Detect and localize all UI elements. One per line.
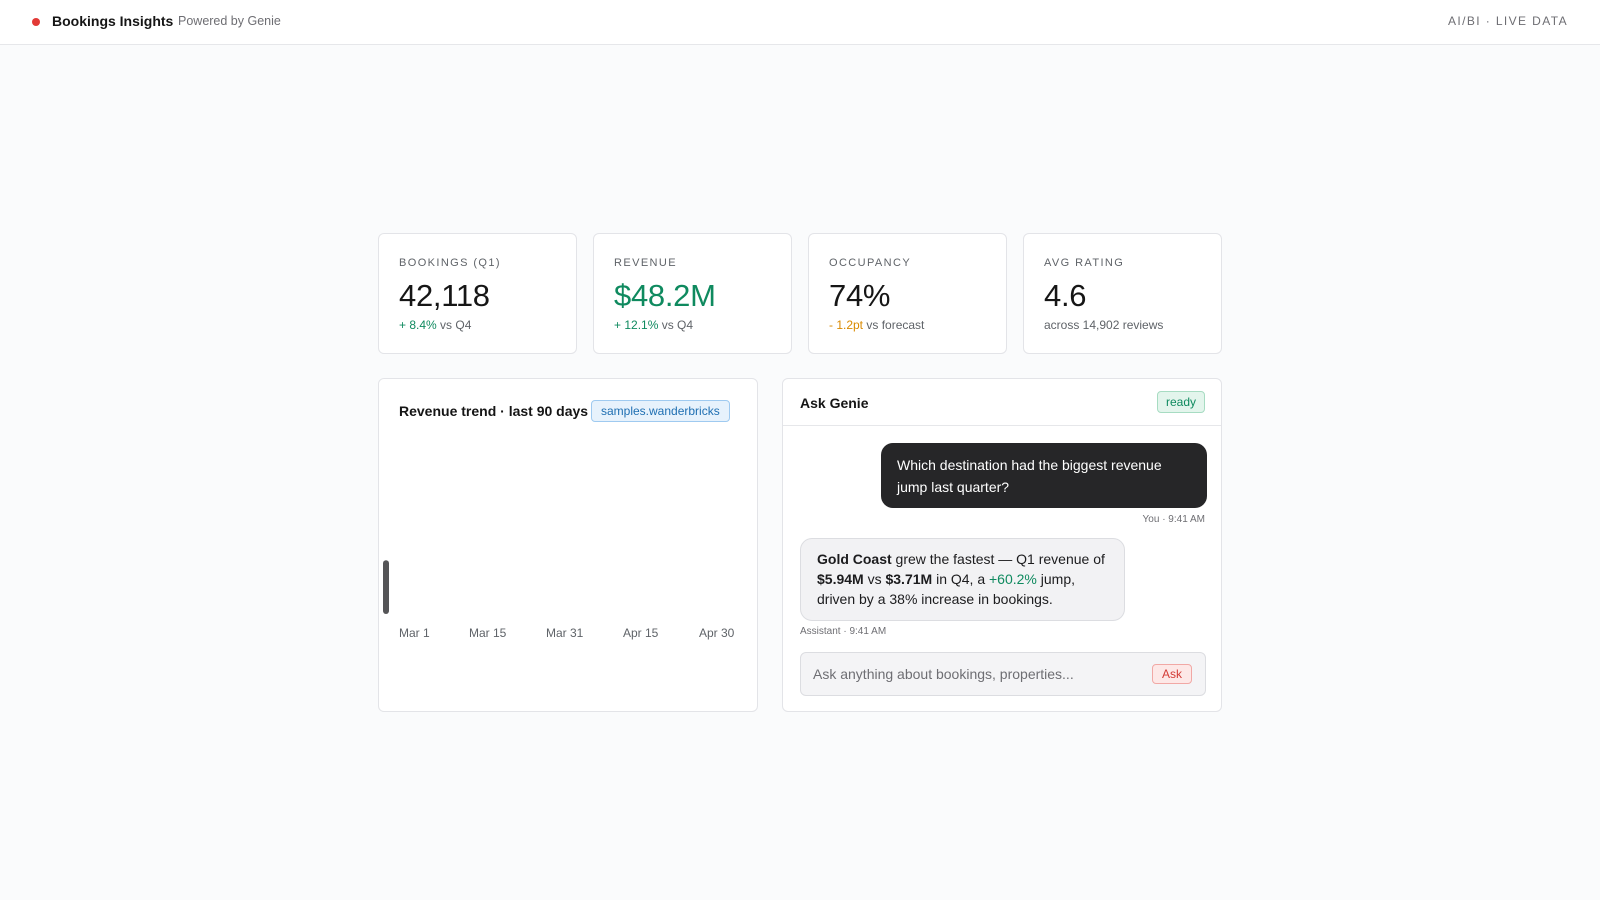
kpi-card-avg-rating: AVG RATING 4.6 across 14,902 reviews: [1023, 233, 1222, 354]
assistant-message-meta: Assistant · 9:41 AM: [800, 626, 887, 637]
kpi-value: $48.2M: [614, 278, 716, 313]
kpi-delta-value: - 1.2pt: [829, 318, 864, 332]
kpi-delta-suffix: vs Q4: [436, 318, 472, 332]
top-bar: Bookings Insights Powered by Genie AI/BI…: [0, 0, 1600, 45]
revenue-trend-panel: Revenue trend · last 90 days samples.wan…: [378, 378, 758, 712]
x-tick-label: Mar 1: [399, 626, 430, 640]
kpi-delta-suffix: vs forecast: [863, 318, 925, 332]
powered-by-label: Powered by Genie: [178, 14, 281, 28]
kpi-delta: + 12.1% vs Q4: [614, 318, 693, 332]
kpi-delta-value: + 12.1%: [614, 318, 659, 332]
kpi-value: 42,118: [399, 278, 490, 313]
kpi-note: across 14,902 reviews: [1044, 318, 1164, 332]
x-tick-label: Apr 15: [623, 626, 659, 640]
x-tick-label: Apr 30: [699, 626, 735, 640]
ask-genie-panel: Ask Genie ready Which destination had th…: [782, 378, 1222, 712]
ask-input[interactable]: [813, 653, 1143, 695]
answer-q4-revenue: $3.71M: [885, 571, 933, 587]
chart-title: Revenue trend · last 90 days: [399, 403, 589, 419]
kpi-card-bookings: BOOKINGS (Q1) 42,118 + 8.4% vs Q4: [378, 233, 577, 354]
kpi-label: BOOKINGS (Q1): [399, 257, 501, 269]
kpi-value: 4.6: [1044, 278, 1087, 313]
ask-button[interactable]: Ask: [1151, 664, 1192, 684]
ask-input-box: Ask: [800, 652, 1206, 696]
genie-title: Ask Genie: [800, 395, 869, 411]
revenue-bar-chart: [383, 560, 389, 614]
source-badge: samples.wanderbricks: [591, 400, 730, 422]
status-badge: ready: [1156, 391, 1205, 413]
answer-text: grew the fastest — Q1 revenue of: [891, 551, 1105, 567]
kpi-value: 74%: [829, 278, 891, 313]
revenue-bar: [383, 560, 389, 614]
x-tick-label: Mar 31: [546, 626, 584, 640]
kpi-delta-suffix: vs Q4: [658, 318, 694, 332]
kpi-card-occupancy: OCCUPANCY 74% - 1.2pt vs forecast: [808, 233, 1007, 354]
user-message-meta: You · 9:41 AM: [1142, 514, 1205, 525]
user-message-bubble: Which destination had the biggest revenu…: [881, 443, 1207, 508]
answer-q1-revenue: $5.94M: [817, 571, 864, 587]
answer-text: in Q4, a: [932, 571, 989, 587]
brand-dot-icon: [32, 18, 40, 26]
kpi-label: REVENUE: [614, 257, 677, 269]
app-title: Bookings Insights: [52, 13, 174, 29]
answer-text: jump, driven by a 38% increase in bookin…: [817, 571, 1075, 607]
kpi-card-revenue: REVENUE $48.2M + 12.1% vs Q4: [593, 233, 792, 354]
answer-destination: Gold Coast: [817, 551, 892, 567]
kpi-delta-value: + 8.4%: [399, 318, 437, 332]
x-tick-label: Mar 15: [469, 626, 507, 640]
genie-header: Ask Genie ready: [783, 379, 1221, 426]
kpi-delta: - 1.2pt vs forecast: [829, 318, 924, 332]
kpi-label: OCCUPANCY: [829, 257, 912, 269]
answer-text: vs: [863, 571, 886, 587]
kpi-label: AVG RATING: [1044, 257, 1125, 269]
assistant-message-bubble: Gold Coast grew the fastest — Q1 revenue…: [800, 538, 1125, 621]
kpi-delta: + 8.4% vs Q4: [399, 318, 471, 332]
answer-growth: +60.2%: [989, 571, 1037, 587]
live-data-tag: AI/BI · LIVE DATA: [1447, 14, 1568, 28]
